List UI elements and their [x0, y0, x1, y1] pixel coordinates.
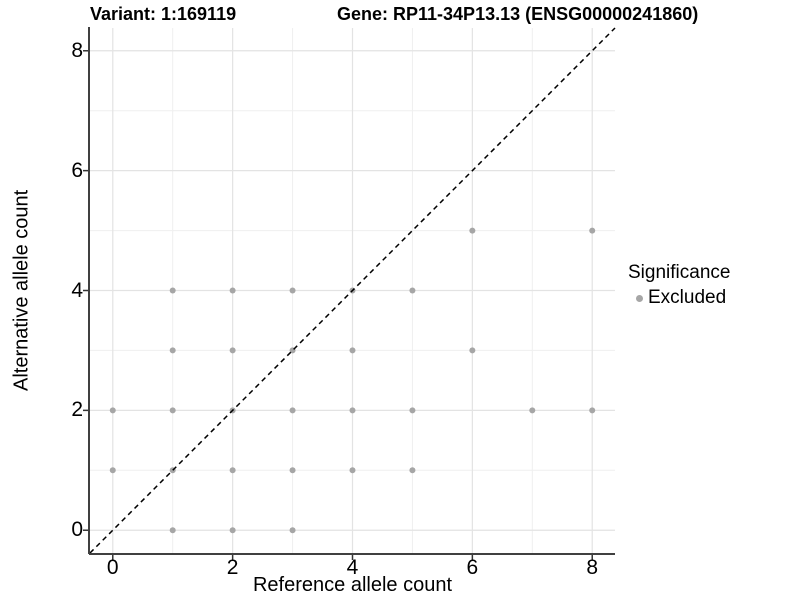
- data-point: [289, 527, 296, 534]
- data-point: [229, 467, 236, 474]
- data-point: [289, 467, 296, 474]
- legend-entry-excluded: Excluded: [628, 287, 730, 309]
- data-point: [349, 407, 356, 414]
- x-tick-label: 8: [586, 556, 599, 579]
- data-point: [349, 347, 356, 354]
- data-point: [289, 407, 296, 414]
- data-point: [169, 407, 176, 414]
- data-point: [349, 467, 356, 474]
- data-point: [409, 287, 416, 294]
- data-point: [109, 407, 116, 414]
- data-point: [169, 287, 176, 294]
- data-point: [289, 287, 296, 294]
- data-point: [229, 527, 236, 534]
- x-tick-label: 6: [466, 556, 479, 579]
- legend: Significance Excluded: [628, 262, 730, 309]
- x-tick-label: 4: [346, 556, 359, 579]
- variant-title: Variant: 1:169119: [90, 4, 237, 24]
- legend-entry-label: Excluded: [648, 287, 727, 308]
- x-axis-title: Reference allele count: [252, 574, 452, 596]
- data-point: [109, 467, 116, 474]
- data-point: [469, 227, 476, 234]
- data-point: [409, 467, 416, 474]
- data-point: [229, 347, 236, 354]
- data-point: [589, 227, 596, 234]
- x-tick-label: 0: [106, 556, 119, 579]
- y-tick-label: 0: [71, 518, 83, 542]
- y-tick-label: 2: [71, 398, 83, 422]
- gene-title: Gene: RP11-34P13.13 (ENSG00000241860): [337, 4, 699, 24]
- data-point: [169, 527, 176, 534]
- identity-dashed-line: [89, 27, 616, 554]
- x-tick-label: 2: [226, 556, 239, 579]
- data-point: [409, 407, 416, 414]
- data-point: [469, 347, 476, 354]
- data-point: [589, 407, 596, 414]
- y-tick-label: 8: [71, 38, 83, 62]
- legend-dot-icon: [636, 294, 643, 302]
- y-tick-label: 6: [71, 158, 83, 182]
- legend-title: Significance: [628, 262, 731, 283]
- y-tick-label: 4: [71, 278, 83, 302]
- data-point: [169, 347, 176, 354]
- data-point: [529, 407, 536, 414]
- data-point: [229, 287, 236, 294]
